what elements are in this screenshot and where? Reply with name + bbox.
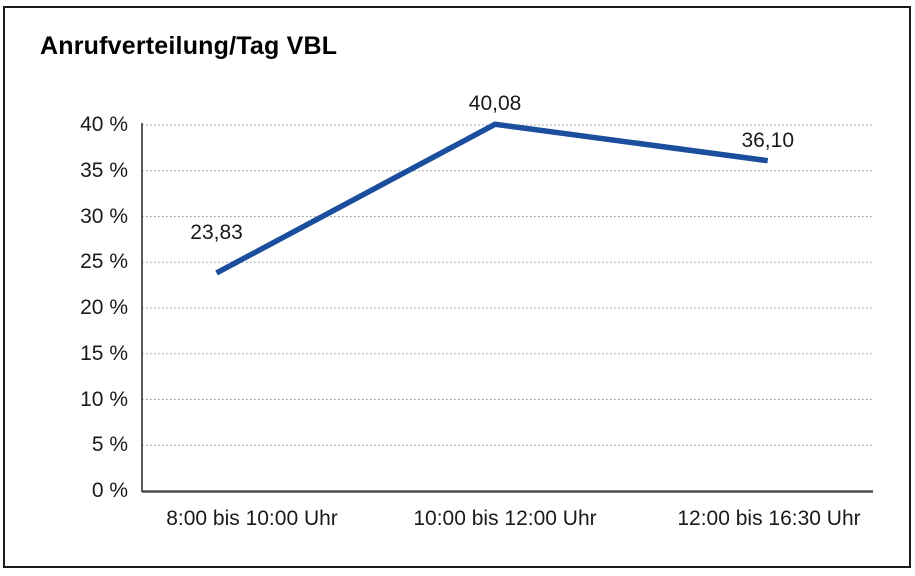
x-axis-label-midday: 10:00 bis 12:00 Uhr bbox=[413, 507, 597, 530]
y-tick-label: 10 % bbox=[80, 387, 128, 411]
data-label-point-2: 40,08 bbox=[468, 92, 522, 116]
data-label-point-1: 23,83 bbox=[190, 220, 243, 244]
chart-title: Anrufverteilung/Tag VBL bbox=[40, 32, 338, 60]
y-tick-label: 35 % bbox=[80, 158, 128, 182]
y-tick-label: 0 % bbox=[91, 479, 128, 502]
y-tick-label: 25 % bbox=[80, 250, 128, 274]
y-tick-label: 15 % bbox=[80, 341, 128, 365]
y-tick-label: 20 % bbox=[80, 296, 128, 319]
x-axis-label-afternoon: 12:00 bis 16:30 Uhr bbox=[677, 507, 861, 530]
x-axis-label-morning: 8:00 bis 10:00 Uhr bbox=[166, 507, 338, 530]
data-line bbox=[215, 121, 769, 276]
y-tick-label: 5 % bbox=[91, 433, 128, 457]
y-tick-label: 30 % bbox=[80, 204, 128, 228]
y-tick-label: 40 % bbox=[80, 113, 128, 136]
data-label-point-3: 36,10 bbox=[741, 128, 795, 152]
